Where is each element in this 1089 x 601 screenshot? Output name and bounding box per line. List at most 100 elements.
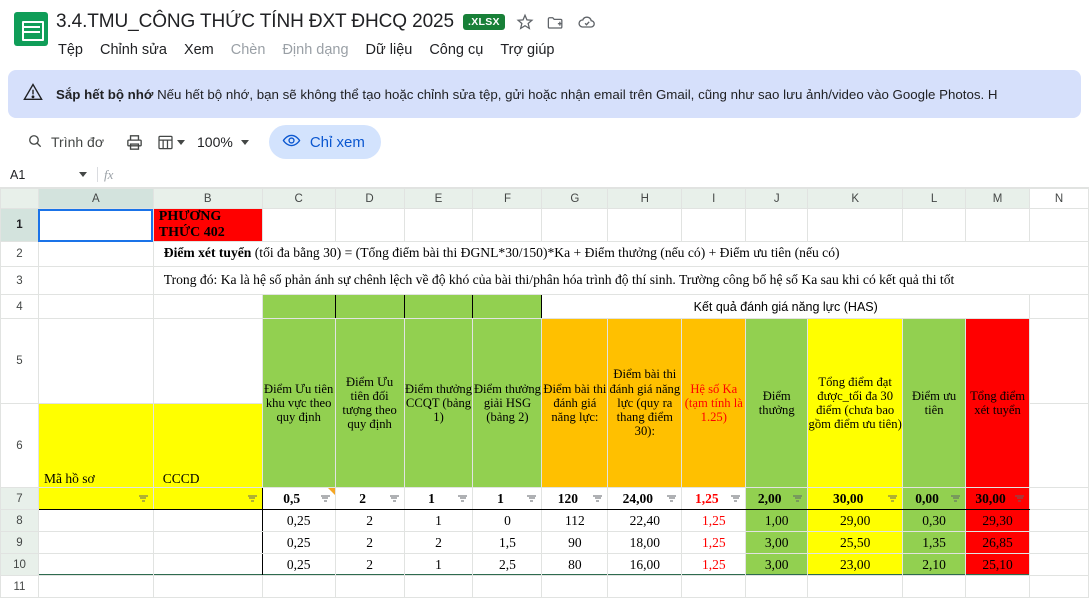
cell-I10[interactable]: 1,25: [681, 553, 747, 576]
column-header-b[interactable]: B: [152, 188, 263, 209]
menu-item-du-lieu[interactable]: Dữ liệu: [365, 42, 413, 58]
cell-K10[interactable]: 23,00: [807, 553, 904, 576]
cell-A5[interactable]: [37, 318, 154, 404]
cell-N5[interactable]: [1029, 318, 1089, 404]
cell-J1[interactable]: [745, 208, 809, 242]
filter-cell-j[interactable]: 2,00: [745, 487, 809, 510]
filter-cell-f[interactable]: 1: [472, 487, 543, 510]
column-header-h[interactable]: H: [607, 188, 683, 209]
header-cell-d[interactable]: Điểm Ưu tiên đối tượng theo quy định: [334, 318, 405, 488]
cell-C4[interactable]: [261, 294, 336, 319]
cell-N6[interactable]: [1029, 403, 1089, 488]
cell-H10[interactable]: 16,00: [607, 553, 683, 576]
filter-cell-a[interactable]: [37, 487, 154, 510]
cell-B4[interactable]: [152, 294, 263, 319]
row-header-2[interactable]: 2: [0, 241, 39, 267]
cell-L9[interactable]: 1,35: [902, 531, 967, 554]
cloud-saved-icon[interactable]: [576, 11, 598, 33]
cell-C8[interactable]: 0,25: [261, 509, 336, 532]
cell-D1[interactable]: [334, 208, 405, 242]
header-cell-k[interactable]: Tổng điểm đạt được_tối đa 30 điểm (chưa …: [807, 318, 904, 488]
cell-B10[interactable]: [152, 553, 263, 576]
cell-L1[interactable]: [902, 208, 967, 242]
column-header-f[interactable]: F: [472, 188, 543, 209]
row-header-11[interactable]: 11: [0, 575, 39, 598]
cell-I8[interactable]: 1,25: [681, 509, 747, 532]
cell-B11[interactable]: [152, 575, 263, 598]
column-header-m[interactable]: M: [965, 188, 1031, 209]
cell-N8[interactable]: [1029, 509, 1089, 532]
cell-G8[interactable]: 112: [541, 509, 609, 532]
grid-corner[interactable]: [0, 188, 39, 209]
filter-view-button[interactable]: [152, 126, 189, 158]
cell-B5[interactable]: [152, 318, 263, 404]
column-header-k[interactable]: K: [807, 188, 904, 209]
cell-D11[interactable]: [334, 575, 405, 598]
filter-cell-l[interactable]: 0,00: [902, 487, 967, 510]
row-header-5[interactable]: 5: [0, 318, 39, 404]
cell-J8[interactable]: 1,00: [745, 509, 809, 532]
cell-G9[interactable]: 90: [541, 531, 609, 554]
cell-F4[interactable]: [472, 294, 543, 319]
cell-F10[interactable]: 2,5: [472, 553, 543, 576]
spreadsheet-grid[interactable]: A B C D E F G H I J K L M N 1 PHƯƠNG THỨ…: [0, 188, 1089, 601]
search-menus-input[interactable]: Trình đơ: [16, 126, 117, 158]
header-cell-e[interactable]: Điểm thưởng CCQT (bảng 1): [403, 318, 474, 488]
cell-D4[interactable]: [334, 294, 405, 319]
cell-H9[interactable]: 18,00: [607, 531, 683, 554]
zoom-level-selector[interactable]: 100%: [191, 126, 255, 158]
menu-item-dinh-dang[interactable]: Định dạng: [282, 42, 349, 58]
cell-G10[interactable]: 80: [541, 553, 609, 576]
header-cell-j[interactable]: Điểm thưởng: [745, 318, 809, 488]
cell-A2[interactable]: [37, 241, 154, 267]
column-header-e[interactable]: E: [403, 188, 474, 209]
cell-E11[interactable]: [403, 575, 474, 598]
row-header-3[interactable]: 3: [0, 266, 39, 295]
cell-H11[interactable]: [607, 575, 683, 598]
cell-B2[interactable]: Điểm xét tuyển (tối đa bằng 30) = (Tổng …: [152, 241, 1089, 267]
row-header-1[interactable]: 1: [0, 208, 39, 242]
column-header-j[interactable]: J: [745, 188, 809, 209]
cell-M10[interactable]: 25,10: [965, 553, 1031, 576]
cell-F9[interactable]: 1,5: [472, 531, 543, 554]
cell-A1[interactable]: [37, 208, 154, 242]
cell-L11[interactable]: [902, 575, 967, 598]
cell-F11[interactable]: [472, 575, 543, 598]
cell-A10[interactable]: [37, 553, 154, 576]
print-icon[interactable]: [118, 126, 150, 158]
cell-N10[interactable]: [1029, 553, 1089, 576]
menu-item-cong-cu[interactable]: Công cụ: [429, 42, 484, 58]
move-to-folder-icon[interactable]: [545, 11, 567, 33]
cell-N7[interactable]: [1029, 487, 1089, 510]
cell-B9[interactable]: [152, 531, 263, 554]
cell-N4[interactable]: [1029, 294, 1089, 319]
cell-C9[interactable]: 0,25: [261, 531, 336, 554]
cell-H8[interactable]: 22,40: [607, 509, 683, 532]
cell-M8[interactable]: 29,30: [965, 509, 1031, 532]
cell-K1[interactable]: [807, 208, 904, 242]
cell-L8[interactable]: 0,30: [902, 509, 967, 532]
filter-cell-c[interactable]: 0,5: [261, 487, 336, 510]
menu-item-tep[interactable]: Tệp: [58, 42, 83, 58]
menu-item-tro-giup[interactable]: Trợ giúp: [500, 42, 555, 58]
cell-B1[interactable]: PHƯƠNG THỨC 402: [152, 208, 263, 242]
row-header-6[interactable]: 6: [0, 403, 39, 488]
cell-A9[interactable]: [37, 531, 154, 554]
row-header-8[interactable]: 8: [0, 509, 39, 532]
filter-cell-k[interactable]: 30,00: [807, 487, 904, 510]
cell-I9[interactable]: 1,25: [681, 531, 747, 554]
filter-cell-i[interactable]: 1,25: [681, 487, 747, 510]
cell-D10[interactable]: 2: [334, 553, 405, 576]
header-cell-i[interactable]: Hệ số Ka (tạm tính là 1.25): [681, 318, 747, 488]
cell-G1[interactable]: [541, 208, 609, 242]
cell-F8[interactable]: 0: [472, 509, 543, 532]
name-box[interactable]: A1: [0, 162, 95, 187]
cell-K8[interactable]: 29,00: [807, 509, 904, 532]
cell-B8[interactable]: [152, 509, 263, 532]
header-cell-l[interactable]: Điểm ưu tiên: [902, 318, 967, 488]
cell-I11[interactable]: [681, 575, 747, 598]
column-header-d[interactable]: D: [334, 188, 405, 209]
filter-cell-h[interactable]: 24,00: [607, 487, 683, 510]
page-title[interactable]: 3.4.TMU_CÔNG THỨC TÍNH ĐXT ĐHCQ 2025: [56, 11, 454, 32]
cell-M11[interactable]: [965, 575, 1031, 598]
